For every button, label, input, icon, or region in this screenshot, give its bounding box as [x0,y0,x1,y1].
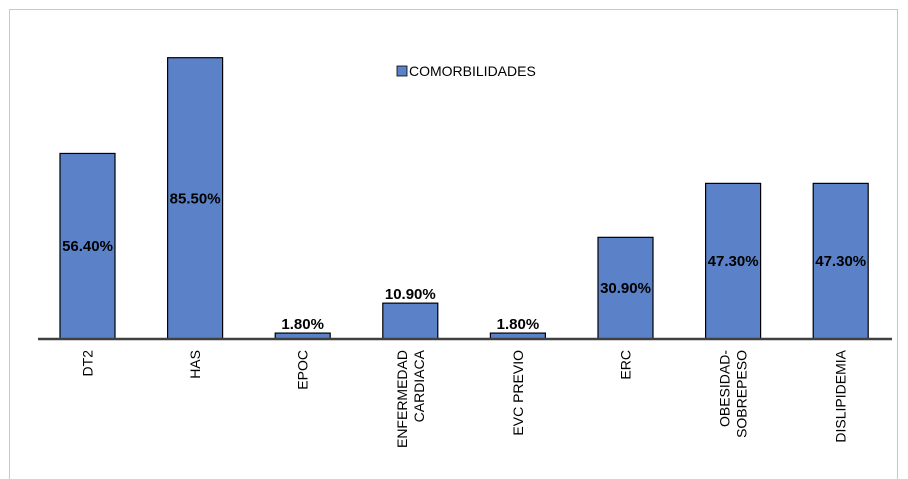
category-label-line: ENFERMEDAD [394,350,410,448]
data-label: 56.40% [62,238,113,255]
data-label: 30.90% [600,280,651,297]
category-label-line: DISLIPIDEMIA [833,349,849,442]
bar [167,57,224,340]
data-label: 47.30% [815,253,866,270]
category-label: ERC [618,350,634,380]
data-label: 10.90% [385,286,436,303]
category-label: ENFERMEDAD CARDIACA [394,349,427,448]
legend-label: COMORBILIDADES [409,63,536,79]
category-label: DT2 [80,350,96,377]
category-label-line: DT2 [80,350,96,377]
bar [597,236,654,340]
category-label: EPOC [295,350,311,390]
category-label-line: EVC PREVIO [510,350,526,436]
category-label-line: HAS [187,350,203,379]
category-label: DISLIPIDEMIA [833,349,849,442]
chart-frame [9,9,898,479]
bar [812,182,869,340]
category-label-line: SOBREPESO [734,350,750,438]
data-label: 1.80% [497,316,540,333]
bar [382,302,439,340]
legend: COMORBILIDADES [396,63,536,79]
category-label-line: CARDIACA [411,349,427,422]
legend-swatch [396,65,408,77]
data-label: 47.30% [708,253,759,270]
category-label-line: ERC [618,350,634,380]
category-label-line: OBESIDAD- [717,350,733,427]
category-label-line: EPOC [295,350,311,390]
category-label: EVC PREVIO [510,350,526,436]
data-label: 1.80% [281,316,324,333]
category-label: HAS [187,350,203,379]
data-label: 85.50% [170,190,221,207]
category-label: OBESIDAD- SOBREPESO [717,350,750,438]
